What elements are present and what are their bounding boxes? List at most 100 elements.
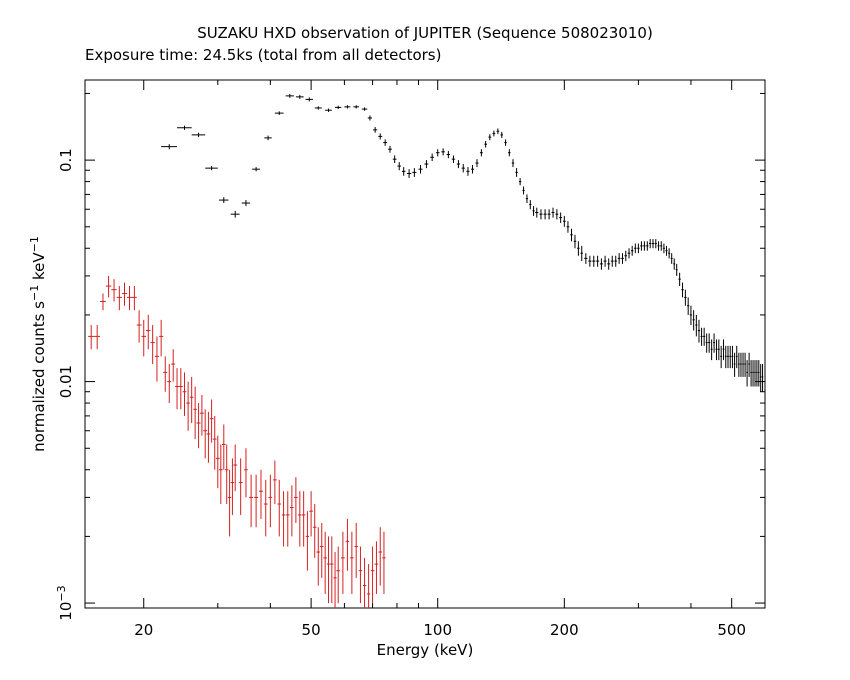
data-point xyxy=(729,345,732,369)
data-point xyxy=(230,458,235,515)
data-point xyxy=(312,504,317,558)
data-point xyxy=(555,209,559,220)
data-point xyxy=(412,168,417,177)
data-point xyxy=(607,258,611,270)
data-point xyxy=(88,325,95,350)
data-point xyxy=(758,360,760,387)
data-point xyxy=(100,293,106,311)
data-point xyxy=(660,241,663,251)
data-point xyxy=(206,411,211,463)
data-point xyxy=(695,314,698,337)
data-point xyxy=(189,376,194,424)
data-point xyxy=(466,167,470,176)
data-point xyxy=(697,319,701,343)
data-point xyxy=(224,444,229,505)
data-point xyxy=(708,333,711,353)
x-tick-label: 20 xyxy=(134,621,153,639)
data-point xyxy=(141,319,147,357)
data-point xyxy=(742,352,744,377)
data-point xyxy=(592,255,596,267)
data-point xyxy=(350,531,354,594)
data-point xyxy=(219,444,223,505)
data-point xyxy=(678,272,681,287)
data-point xyxy=(238,458,243,515)
data-point xyxy=(684,289,687,306)
data-point xyxy=(475,159,479,168)
x-tick-label: 50 xyxy=(302,621,321,639)
data-point xyxy=(333,552,337,608)
data-point xyxy=(500,131,504,138)
data-point xyxy=(700,327,703,346)
data-point xyxy=(511,159,515,168)
data-point xyxy=(461,164,465,173)
data-point xyxy=(543,209,547,220)
data-point xyxy=(630,245,634,256)
data-point xyxy=(136,310,142,343)
data-point xyxy=(249,474,254,528)
data-point xyxy=(722,339,725,361)
data-point xyxy=(199,394,204,436)
data-point xyxy=(724,345,727,369)
data-point xyxy=(121,282,128,306)
data-point xyxy=(215,435,220,489)
data-point xyxy=(750,360,752,387)
data-point xyxy=(670,253,673,264)
data-point xyxy=(285,491,290,547)
data-point xyxy=(484,140,488,148)
data-point xyxy=(146,314,151,350)
data-point xyxy=(341,531,345,594)
data-point xyxy=(209,399,214,443)
data-point xyxy=(182,372,187,416)
data-point xyxy=(277,479,281,537)
data-point xyxy=(382,531,386,594)
data-point xyxy=(418,165,423,174)
data-point xyxy=(159,319,164,357)
data-point xyxy=(692,310,695,331)
data-point xyxy=(233,444,238,492)
data-point xyxy=(761,364,764,392)
data-point xyxy=(374,541,379,594)
plot-frame xyxy=(84,79,766,609)
y-axis-label-mid: keV xyxy=(30,252,48,285)
data-point xyxy=(397,162,402,171)
data-point xyxy=(264,135,272,141)
data-point xyxy=(496,128,500,135)
data-point xyxy=(759,364,762,392)
data-point xyxy=(551,207,555,218)
data-point xyxy=(191,132,206,138)
data-point xyxy=(290,485,294,537)
x-tick-label: 200 xyxy=(550,621,579,639)
data-point xyxy=(577,241,580,256)
data-point xyxy=(325,108,332,112)
data-point xyxy=(649,239,652,249)
data-point xyxy=(559,212,563,224)
data-point xyxy=(305,97,313,102)
data-point xyxy=(570,228,573,242)
data-point xyxy=(547,209,551,220)
data-point xyxy=(710,339,713,361)
data-point xyxy=(241,200,251,207)
data-point xyxy=(105,275,112,298)
data-point xyxy=(441,148,445,156)
data-point xyxy=(624,250,628,262)
data-point xyxy=(320,522,324,578)
data-point xyxy=(603,255,607,267)
data-point xyxy=(689,305,693,326)
data-point xyxy=(720,345,723,369)
data-point xyxy=(446,150,451,159)
data-point xyxy=(435,149,440,157)
data-point xyxy=(451,155,456,164)
data-point xyxy=(305,511,310,571)
data-point xyxy=(754,360,756,387)
data-point xyxy=(668,248,671,259)
y-axis-label-sup2: −1 xyxy=(28,236,41,252)
data-point xyxy=(525,194,529,204)
data-point xyxy=(744,352,746,377)
data-point xyxy=(651,239,655,249)
data-point xyxy=(406,169,412,179)
y-axis-label-main: normalized counts s xyxy=(30,301,48,452)
data-point xyxy=(274,111,284,115)
data-point xyxy=(244,448,248,498)
data-point xyxy=(535,207,539,218)
